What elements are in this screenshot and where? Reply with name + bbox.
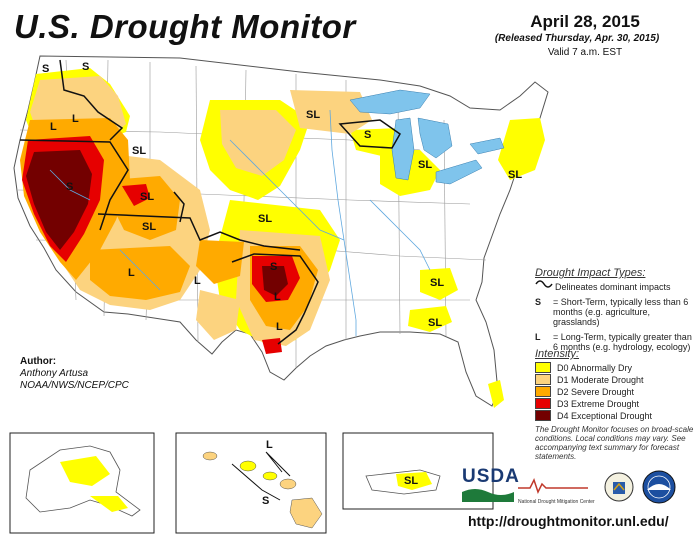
swatch-d0: [535, 362, 551, 373]
valid-time: Valid 7 a.m. EST: [547, 47, 623, 58]
swatch-d3: [535, 398, 551, 409]
impact-line-sample: [535, 280, 553, 288]
puerto-rico-map: [365, 469, 441, 495]
alaska-map: [25, 445, 141, 517]
intensity-legend: Intensity: D0 Abnormally Dry D1 Moderate…: [535, 348, 695, 422]
impact-label: SL: [428, 317, 442, 329]
legend-label-d4: D4 Exceptional Drought: [557, 410, 653, 421]
impact-label: SL: [306, 109, 320, 121]
impact-label: SL: [418, 159, 432, 171]
legend-item: D1 Moderate Drought: [535, 374, 695, 385]
impact-label: SL: [142, 221, 156, 233]
impact-label: S: [66, 181, 73, 193]
impact-label: L: [276, 321, 283, 333]
release-date: (Released Thursday, Apr. 30, 2015): [494, 33, 660, 44]
impact-label: S: [270, 261, 277, 273]
legend-item: D3 Extreme Drought: [535, 398, 695, 409]
doc-seal-logo[interactable]: [604, 472, 634, 507]
great-lakes: [349, 89, 505, 185]
swatch-d1: [535, 374, 551, 385]
impact-legend: Drought Impact Types: Delineates dominan…: [535, 267, 695, 357]
impact-label: SL: [430, 277, 444, 289]
d4-areas: [26, 150, 288, 296]
impact-lines: [19, 59, 401, 345]
usda-logo-text: USDA: [462, 466, 520, 487]
swatch-d2: [535, 386, 551, 397]
long-term-symbol: L: [535, 332, 541, 342]
short-term-desc: = Short-Term, typically less than 6 mont…: [553, 297, 689, 327]
impact-line-desc: Delineates dominant impacts: [555, 282, 671, 292]
impact-label: S: [262, 495, 269, 507]
impact-label: L: [194, 275, 201, 287]
ndmc-logo[interactable]: National Drought Mitigation Center: [518, 476, 595, 505]
legend-item: D0 Abnormally Dry: [535, 362, 695, 373]
drought-monitor-link[interactable]: http://droughtmonitor.unl.edu/: [468, 513, 669, 529]
author-org: NOAA/NWS/NCEP/CPC: [20, 380, 129, 391]
short-term-symbol: S: [535, 297, 542, 307]
impact-label: S: [364, 129, 371, 141]
legend-item: D2 Severe Drought: [535, 386, 695, 397]
usda-hills-icon: [462, 489, 514, 502]
impact-label: SL: [132, 145, 146, 157]
author-heading: Author:: [20, 356, 57, 367]
author-name: Anthony Artusa: [20, 368, 89, 379]
impact-label: SL: [404, 475, 418, 487]
usda-logo[interactable]: USDA: [462, 466, 520, 507]
impact-label: SL: [140, 191, 154, 203]
long-term-desc: = Long-Term, typically greater than 6 mo…: [553, 332, 692, 352]
swatch-d4: [535, 410, 551, 421]
intensity-legend-title: Intensity:: [535, 348, 580, 360]
noaa-logo[interactable]: [642, 470, 676, 509]
impact-label: S: [42, 63, 49, 75]
impact-label: L: [266, 439, 273, 451]
map-title: U.S. Drought Monitor: [14, 8, 356, 45]
legend-label-d3: D3 Extreme Drought: [557, 398, 640, 409]
map-date: April 28, 2015: [530, 12, 640, 31]
legend-label-d0: D0 Abnormally Dry: [557, 362, 633, 373]
rivers: [49, 109, 431, 336]
legend-item: D4 Exceptional Drought: [535, 410, 695, 421]
impact-label: SL: [258, 213, 272, 225]
drought-wave-icon: [518, 478, 588, 494]
ndmc-logo-text: National Drought Mitigation Center: [518, 499, 595, 505]
impact-label: L: [50, 121, 57, 133]
impact-label: L: [274, 291, 281, 303]
legend-label-d2: D2 Severe Drought: [557, 386, 635, 397]
impact-label: S: [82, 61, 89, 73]
impact-legend-title: Drought Impact Types:: [535, 267, 646, 279]
hawaii-map: [202, 451, 323, 529]
commerce-seal-icon: [604, 472, 634, 502]
author-block: Author: Anthony Artusa NOAA/NWS/NCEP/CPC: [20, 356, 129, 392]
impact-label: L: [72, 113, 79, 125]
noaa-seal-icon: [642, 470, 676, 504]
legend-label-d1: D1 Moderate Drought: [557, 374, 644, 385]
disclaimer-note: The Drought Monitor focuses on broad-sca…: [535, 425, 694, 461]
impact-label: L: [128, 267, 135, 279]
impact-label: SL: [508, 169, 522, 181]
